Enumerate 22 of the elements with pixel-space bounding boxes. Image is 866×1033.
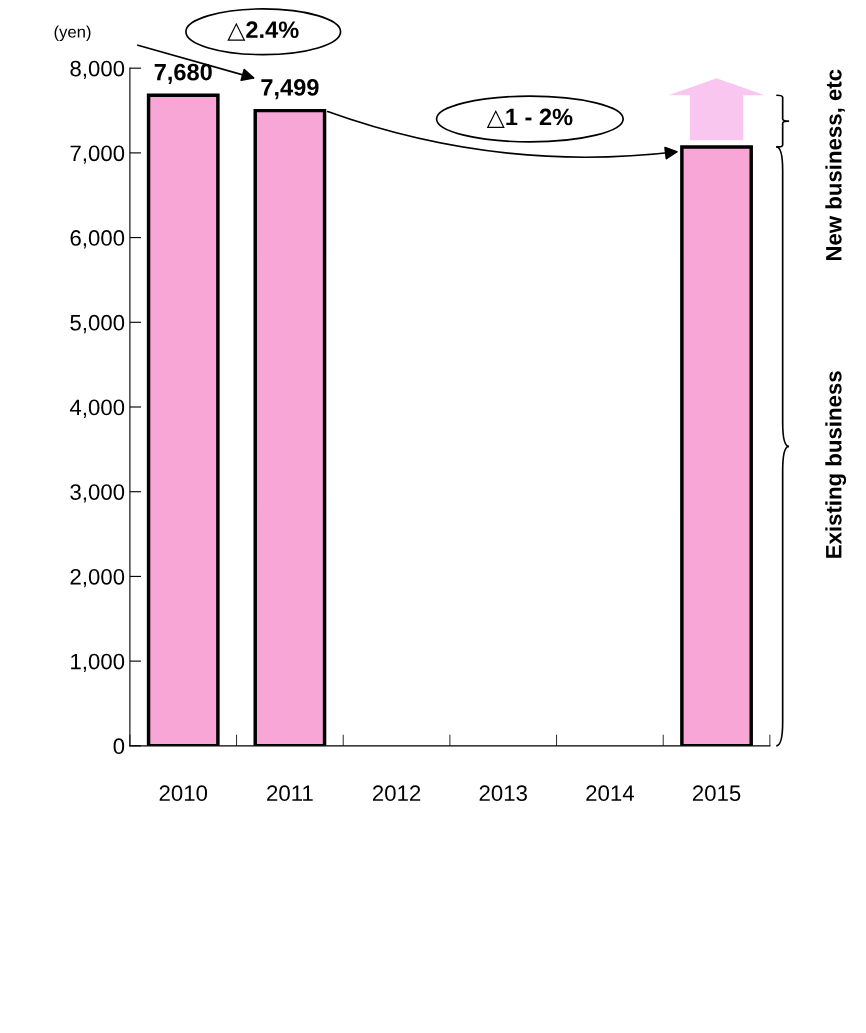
y-tick-label: 5,000 xyxy=(70,314,125,334)
y-tick-label: 7,000 xyxy=(70,145,125,164)
y-tick-label: 6,000 xyxy=(70,230,125,249)
text: New business, etc xyxy=(825,69,845,261)
x-tick-label: 2013 xyxy=(479,785,527,802)
y-axis-title: (yen) xyxy=(54,25,91,42)
y-tick-label: 1,000 xyxy=(71,653,125,673)
data-label: 7,499 xyxy=(261,79,319,100)
text: △2.4% xyxy=(227,21,299,41)
y-tick-label: 0 xyxy=(113,738,125,755)
x-tick-label: 2015 xyxy=(692,785,741,802)
text: Existing business xyxy=(825,371,847,558)
y-tick-label: 2,000 xyxy=(70,568,125,588)
x-tick-label: 2011 xyxy=(267,785,313,802)
y-tick-label: 8,000 xyxy=(70,60,125,80)
y-tick-label: 3,000 xyxy=(70,484,125,503)
x-tick-label: 2014 xyxy=(586,785,634,802)
x-tick-label: 2012 xyxy=(372,785,421,802)
data-label: 7,680 xyxy=(154,63,212,84)
x-tick-label: 2010 xyxy=(159,785,208,802)
y-tick-label: 4,000 xyxy=(69,399,125,418)
annotation: △1 - 2% xyxy=(486,108,573,129)
